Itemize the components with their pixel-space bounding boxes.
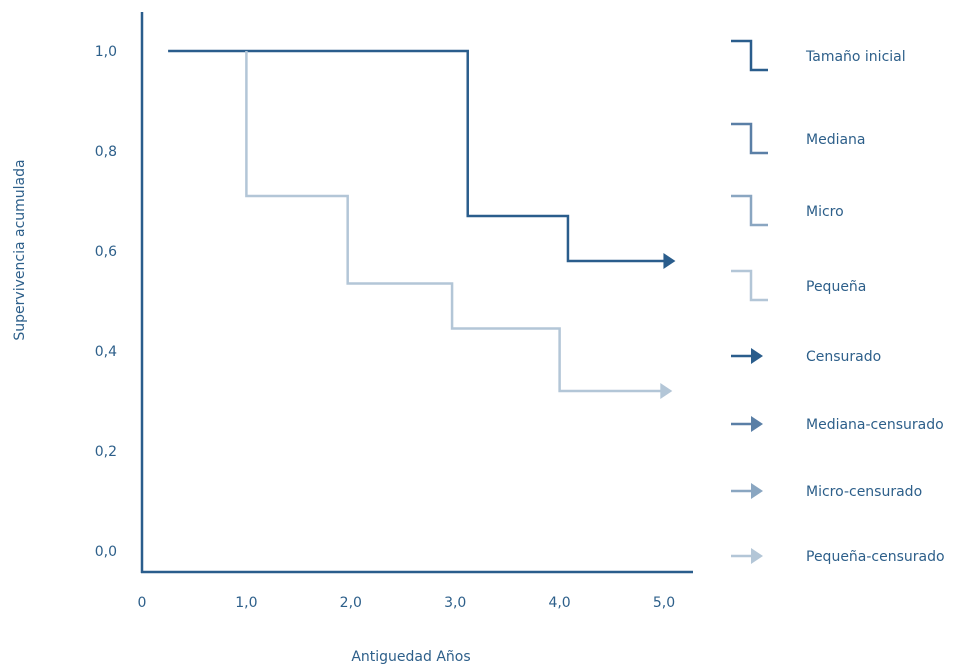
legend-item: Mediana-censurado: [731, 416, 944, 433]
series-line: [168, 49, 665, 263]
legend-label: Micro: [806, 204, 844, 220]
x-tick-label: 4,0: [548, 595, 570, 611]
censor-arrow: [663, 253, 676, 269]
y-tick-label: 0,2: [95, 444, 117, 460]
y-tick-label: 0,4: [95, 344, 117, 360]
x-tick-label: 5,0: [653, 595, 675, 611]
x-tick-label: 2,0: [340, 595, 362, 611]
legend-label: Pequeña-censurado: [806, 549, 945, 565]
legend-item: Censurado: [731, 348, 881, 365]
legend-arrow-head: [751, 483, 763, 499]
legend-item: Pequeña: [731, 269, 866, 302]
x-tick-label: 0: [138, 595, 147, 611]
y-tick-label: 0,0: [95, 544, 117, 560]
axes: [140, 12, 693, 574]
legend-item: Mediana: [731, 122, 866, 155]
legend-label: Mediana: [806, 132, 866, 148]
legend-label: Pequeña: [806, 279, 866, 295]
series: [168, 49, 676, 399]
legend-label: Tamaño inicial: [805, 49, 906, 65]
legend-arrow-head: [751, 548, 763, 564]
legend-arrow-head: [751, 348, 763, 364]
censor-arrow: [660, 383, 673, 399]
legend-label: Mediana-censurado: [806, 417, 944, 433]
x-axis-title: Antiguedad Años: [351, 649, 470, 665]
legend-arrow-head: [751, 416, 763, 432]
x-tick-label: 3,0: [444, 595, 466, 611]
y-tick-label: 1,0: [95, 44, 117, 60]
legend: Tamaño inicial Mediana Micro Pequeña Censura…: [731, 39, 945, 565]
y-axis-title: Supervivencia acumulada: [12, 159, 28, 340]
legend-step-symbol: [731, 39, 768, 72]
series-line: [245, 51, 662, 393]
legend-step-symbol: [731, 269, 768, 302]
legend-step-symbol: [731, 194, 768, 227]
legend-step-symbol: [731, 122, 768, 155]
legend-item: Pequeña-censurado: [731, 548, 945, 565]
legend-item: Micro: [731, 194, 844, 227]
x-tick-label: 1,0: [235, 595, 257, 611]
legend-label: Censurado: [806, 349, 881, 365]
y-tick-label: 0,6: [95, 244, 117, 260]
legend-item: Micro-censurado: [731, 483, 922, 500]
tick-labels: 0,0 0,2 0,4 0,6 0,8 1,0 0 1,0 2,0 3,0 4,0 5,0: [95, 44, 675, 611]
legend-label: Micro-censurado: [806, 484, 922, 500]
y-tick-label: 0,8: [95, 144, 117, 160]
legend-item: Tamaño inicial: [731, 39, 906, 72]
